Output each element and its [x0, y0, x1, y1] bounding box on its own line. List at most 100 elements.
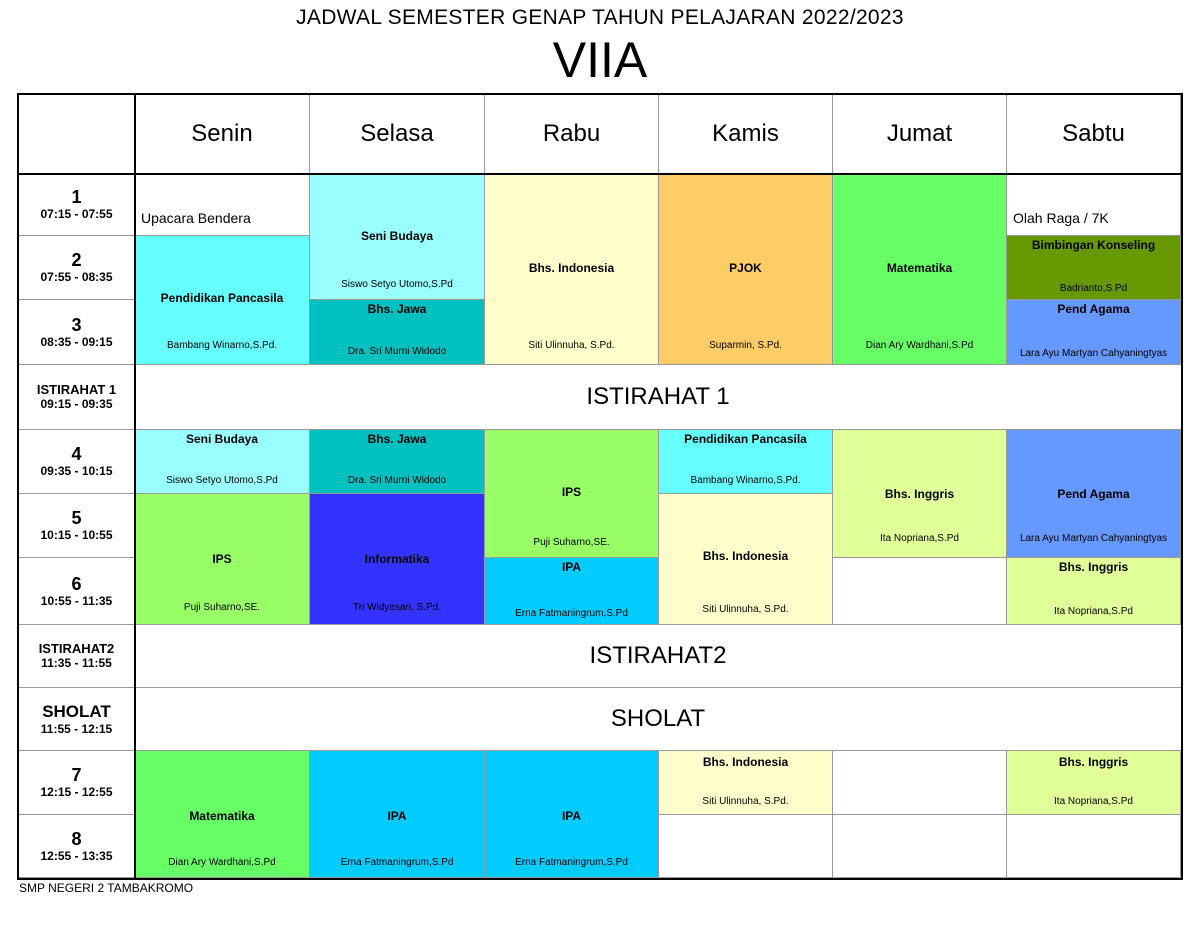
day-header-jumat: Jumat — [833, 95, 1007, 174]
slot-sabtu-bk[interactable]: Bimbingan Konseling Badrianto,S.Pd — [1007, 236, 1181, 300]
subject-name: Pendidikan Pancasila — [684, 432, 807, 446]
period-time: 11:55 - 12:15 — [40, 721, 113, 736]
plain-label: Upacara Bendera — [141, 210, 251, 226]
slot-sabtu-olahraga[interactable]: Olah Raga / 7K — [1007, 174, 1181, 236]
teacher-name: Siti Ulinnuha, S.Pd. — [702, 796, 789, 807]
teacher-name: Siswo Setyo Utomo,S.Pd — [166, 475, 278, 486]
slot-senin-mat[interactable]: Matematika Dian Ary Wardhani,S.Pd — [135, 751, 310, 878]
day-header-senin: Senin — [135, 95, 310, 174]
band-break1: ISTIRAHAT 1 — [135, 365, 1181, 430]
subject-name: Bhs. Indonesia — [702, 549, 789, 563]
subject-name: Pend Agama — [1057, 487, 1130, 501]
slot-selasa-jawa2[interactable]: Bhs. Jawa Dra. Sri Murni Widodo — [310, 430, 485, 494]
subject-name: Matematika — [189, 809, 255, 823]
teacher-name: Suparmin, S.Pd. — [709, 340, 782, 351]
slot-selasa-ipa[interactable]: IPA Erna Fatmaningrum,S.Pd — [310, 751, 485, 878]
slot-rabu-indo[interactable]: Bhs. Indonesia Siti Ulinnuha, S.Pd. — [485, 174, 659, 365]
slot-senin-pancasila[interactable]: Pendidikan Pancasila Bambang Winarno,S.Pd… — [135, 236, 310, 365]
slot-senin-upacara[interactable]: Upacara Bendera — [135, 174, 310, 236]
divider-vertical — [134, 95, 136, 878]
band-break2: ISTIRAHAT2 — [135, 625, 1181, 688]
period-cell: 7 12:15 - 12:55 — [19, 751, 135, 815]
period-cell: SHOLAT 11:55 - 12:15 — [19, 688, 135, 751]
slot-senin-ips[interactable]: IPS Puji Suharno,SE. — [135, 494, 310, 625]
teacher-name: Siti Ulinnuha, S.Pd. — [702, 604, 789, 615]
slot-sabtu-inggris1[interactable]: Bhs. Inggris Ita Nopriana,S.Pd — [1007, 558, 1181, 625]
period-time: 12:55 - 13:35 — [40, 848, 113, 863]
teacher-name: Dian Ary Wardhani,S.Pd — [865, 340, 974, 351]
slot-rabu-ipa2[interactable]: IPA Erna Fatmaningrum,S.Pd — [485, 751, 659, 878]
period-label: 8 — [71, 828, 82, 849]
slot-kamis-indo2[interactable]: Bhs. Indonesia Siti Ulinnuha, S.Pd. — [659, 751, 833, 815]
slot-senin-seni[interactable]: Seni Budaya Siswo Setyo Utomo,S.Pd — [135, 430, 310, 494]
period-cell: ISTIRAHAT2 11:35 - 11:55 — [19, 625, 135, 688]
period-label: 1 — [71, 187, 82, 207]
period-time: 08:35 - 09:15 — [40, 334, 113, 349]
period-label: 2 — [71, 250, 82, 270]
period-time: 10:55 - 11:35 — [40, 593, 113, 608]
period-cell: 3 08:35 - 09:15 — [19, 300, 135, 365]
subject-name: IPA — [561, 809, 582, 823]
period-label: ISTIRAHAT 1 — [36, 382, 117, 397]
period-cell: 6 10:55 - 11:35 — [19, 558, 135, 625]
subject-name: Bimbingan Konseling — [1031, 238, 1156, 252]
teacher-name: Ita Nopriana,S.Pd — [1054, 796, 1133, 807]
empty-slot[interactable] — [833, 558, 1007, 625]
period-label: SHOLAT — [42, 701, 111, 721]
period-time: 11:35 - 11:55 — [41, 656, 112, 670]
slot-kamis-pancasila[interactable]: Pendidikan Pancasila Bambang Winarno,S.Pd… — [659, 430, 833, 494]
slot-selasa-seni[interactable]: Seni Budaya Siswo Setyo Utomo,S.Pd — [310, 174, 485, 300]
teacher-name: Lara Ayu Martyan Cahyaningtyas — [1019, 348, 1168, 359]
subject-name: Bhs. Inggris — [1058, 755, 1129, 769]
subject-name: IPA — [387, 809, 407, 823]
slot-sabtu-agama2[interactable]: Pend Agama Lara Ayu Martyan Cahyaningtyas — [1007, 430, 1181, 558]
subject-name: Bhs. Inggris — [1058, 560, 1129, 574]
period-time: 07:15 - 07:55 — [40, 207, 113, 221]
slot-sabtu-agama1[interactable]: Pend Agama Lara Ayu Martyan Cahyaningtyas — [1007, 300, 1181, 365]
day-header-selasa: Selasa — [310, 95, 485, 174]
slot-jumat-mat[interactable]: Matematika Dian Ary Wardhani,S.Pd — [833, 174, 1007, 365]
period-cell: ISTIRAHAT 1 09:15 - 09:35 — [19, 365, 135, 430]
period-label: 3 — [71, 314, 82, 335]
slot-rabu-ips[interactable]: IPS Puji Suharno,SE. — [485, 430, 659, 558]
teacher-name: Erna Fatmaningrum,S.Pd — [515, 857, 628, 868]
slot-kamis-pjok[interactable]: PJOK Suparmin, S.Pd. — [659, 174, 833, 365]
subject-name: Matematika — [886, 261, 953, 275]
subject-name: Bhs. Jawa — [367, 302, 427, 316]
slot-kamis-indo1[interactable]: Bhs. Indonesia Siti Ulinnuha, S.Pd. — [659, 494, 833, 625]
day-header-sabtu: Sabtu — [1007, 95, 1181, 174]
teacher-name: Erna Fatmaningrum,S.Pd — [340, 857, 454, 868]
period-label: 5 — [71, 508, 82, 528]
subject-name: Informatika — [364, 552, 430, 566]
empty-slot[interactable] — [659, 815, 833, 878]
teacher-name: Ita Nopriana,S.Pd — [1054, 606, 1133, 617]
slot-selasa-info[interactable]: Informatika Tri Widyasari, S.Pd. — [310, 494, 485, 625]
subject-name: IPS — [561, 485, 582, 499]
period-time: 10:15 - 10:55 — [40, 528, 113, 542]
slot-selasa-jawa1[interactable]: Bhs. Jawa Dra. Sri Murni Widodo — [310, 300, 485, 365]
teacher-name: Tri Widyasari, S.Pd. — [353, 602, 441, 613]
slot-jumat-inggris[interactable]: Bhs. Inggris Ita Nopriana,S.Pd — [833, 430, 1007, 558]
divider-horizontal — [19, 173, 1181, 175]
subject-name: Bhs. Jawa — [367, 432, 427, 446]
subject-name: Pendidikan Pancasila — [160, 291, 284, 305]
teacher-name: Badrianto,S.Pd — [1059, 283, 1128, 294]
teacher-name: Dra. Sri Murni Widodo — [347, 346, 447, 357]
period-cell: 1 07:15 - 07:55 — [19, 174, 135, 236]
period-label: 7 — [71, 765, 82, 785]
slot-rabu-ipa1[interactable]: IPA Erna Fatmaningrum,S.Pd — [485, 558, 659, 625]
empty-slot[interactable] — [833, 815, 1007, 878]
plain-label: Olah Raga / 7K — [1013, 210, 1109, 226]
corner-cell — [19, 95, 135, 174]
subject-name: Bhs. Indonesia — [528, 261, 615, 275]
empty-slot[interactable] — [1007, 815, 1181, 878]
period-cell: 5 10:15 - 10:55 — [19, 494, 135, 558]
empty-slot[interactable] — [833, 751, 1007, 815]
teacher-name: Bambang Winarno,S.Pd. — [166, 340, 278, 351]
slot-sabtu-inggris2[interactable]: Bhs. Inggris Ita Nopriana,S.Pd — [1007, 751, 1181, 815]
teacher-name: Erna Fatmaningrum,S.Pd — [515, 608, 628, 619]
teacher-name: Dian Ary Wardhani,S.Pd — [168, 857, 276, 868]
period-label: 4 — [71, 444, 82, 464]
subject-name: PJOK — [729, 261, 762, 275]
teacher-name: Lara Ayu Martyan Cahyaningtyas — [1019, 533, 1168, 544]
